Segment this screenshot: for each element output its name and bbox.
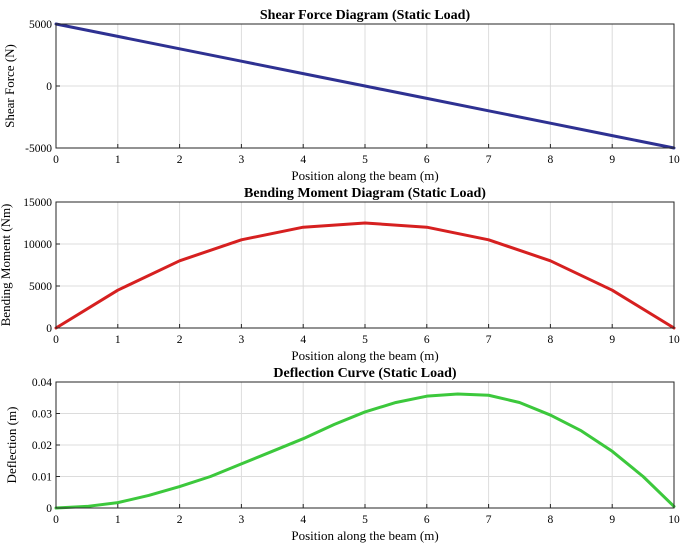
x-axis-label: Position along the beam (m) <box>291 528 438 543</box>
y-axis-label: Deflection (m) <box>4 407 19 484</box>
x-tick-label: 6 <box>424 334 430 346</box>
x-tick-label: 6 <box>424 154 430 166</box>
series-line-1 <box>54 221 676 330</box>
x-tick-label: 10 <box>668 334 680 346</box>
x-tick-label: 9 <box>609 334 615 346</box>
x-tick-label: 9 <box>609 514 615 526</box>
x-tick-label: 0 <box>53 514 59 526</box>
x-tick-label: 2 <box>177 514 183 526</box>
y-axis-label: Bending Moment (Nm) <box>0 204 13 327</box>
y-tick-label: 0.01 <box>32 472 52 484</box>
x-axis-label: Position along the beam (m) <box>291 348 438 363</box>
x-tick-label: 0 <box>53 154 59 166</box>
x-tick-label: 9 <box>609 154 615 166</box>
y-tick-label: 5000 <box>29 19 52 31</box>
x-tick-label: 7 <box>486 514 492 526</box>
y-tick-label: 15000 <box>23 197 52 209</box>
x-tick-label: 5 <box>362 514 368 526</box>
x-tick-label: 4 <box>300 334 306 346</box>
x-tick-label: 6 <box>424 514 430 526</box>
y-tick-label: 0 <box>46 503 52 515</box>
x-tick-label: 7 <box>486 154 492 166</box>
x-tick-label: 8 <box>548 334 554 346</box>
y-tick-label: -5000 <box>25 143 52 155</box>
x-tick-label: 2 <box>177 154 183 166</box>
x-tick-label: 2 <box>177 334 183 346</box>
x-tick-label: 4 <box>300 154 306 166</box>
x-tick-label: 1 <box>115 154 121 166</box>
y-tick-label: 0 <box>46 81 52 93</box>
y-tick-label: 5000 <box>29 281 52 293</box>
x-tick-label: 3 <box>239 154 245 166</box>
x-tick-label: 8 <box>548 514 554 526</box>
y-axis-label: Shear Force (N) <box>2 44 17 128</box>
y-tick-label: 0.03 <box>32 409 52 421</box>
x-tick-label: 8 <box>548 154 554 166</box>
y-tick-label: 0 <box>46 323 52 335</box>
x-tick-label: 7 <box>486 334 492 346</box>
x-tick-label: 0 <box>53 334 59 346</box>
chart-title: Deflection Curve (Static Load) <box>273 366 456 381</box>
x-tick-label: 10 <box>668 514 680 526</box>
chart-panel-3: 0 1 2 3 4 5 6 7 8 9 10 0 0.01 0.02 0.03 0.04 Deflection … <box>4 366 680 543</box>
x-tick-label: 1 <box>115 514 121 526</box>
y-tick-label: 0.04 <box>32 377 52 389</box>
series-line-1 <box>54 22 676 150</box>
x-tick-label: 10 <box>668 154 680 166</box>
chart-title: Bending Moment Diagram (Static Load) <box>244 186 486 201</box>
x-tick-label: 5 <box>362 154 368 166</box>
y-tick-label: 0.02 <box>32 440 52 452</box>
chart-title: Shear Force Diagram (Static Load) <box>260 8 471 23</box>
x-tick-label: 3 <box>239 334 245 346</box>
x-tick-label: 5 <box>362 334 368 346</box>
x-tick-label: 4 <box>300 514 306 526</box>
x-axis-label: Position along the beam (m) <box>291 168 438 183</box>
series-line-1 <box>54 392 676 510</box>
x-tick-label: 3 <box>239 514 245 526</box>
x-tick-label: 1 <box>115 334 121 346</box>
chart-panel-2: 0 1 2 3 4 5 6 7 8 9 10 0 5000 10000 15000 Bending Momen… <box>0 186 680 363</box>
y-tick-label: 10000 <box>23 239 52 251</box>
